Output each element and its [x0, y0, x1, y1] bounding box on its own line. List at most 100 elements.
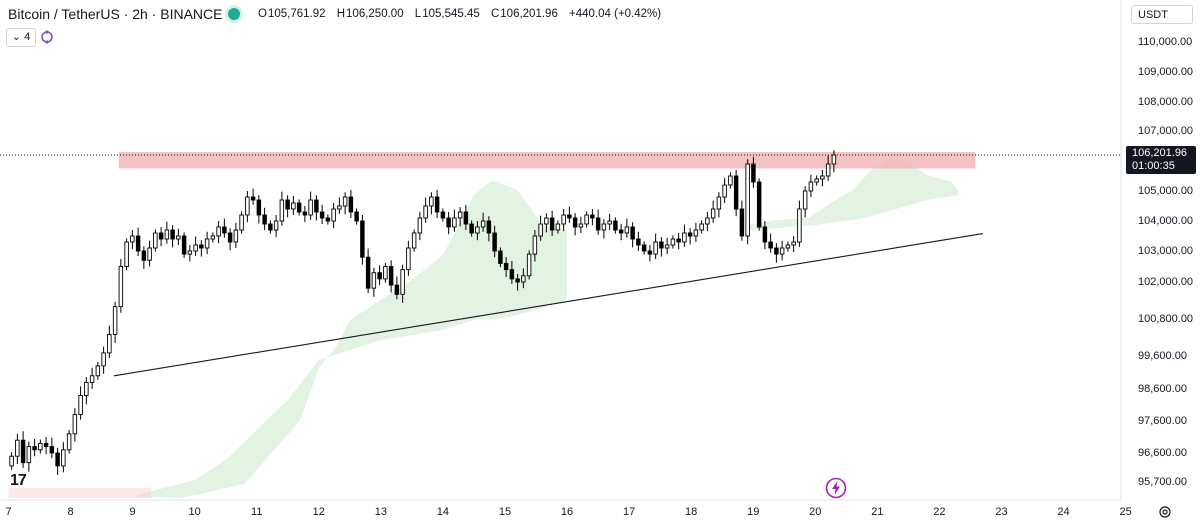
candle-bearish [32, 446, 37, 451]
time-tick-label: 17 [622, 506, 636, 518]
open-value: 105,761.92 [267, 8, 326, 20]
candle-bullish [699, 223, 704, 231]
currency-selector[interactable]: USDT [1131, 5, 1193, 24]
candle-bearish [498, 250, 503, 264]
time-tick-label: 8 [67, 506, 74, 518]
currency-label: USDT [1138, 9, 1168, 21]
time-tick-label: 15 [498, 506, 512, 518]
candle-bullish [532, 235, 538, 255]
candle-bearish [595, 217, 601, 231]
candle-bullish [745, 163, 750, 237]
candle-bullish [66, 433, 72, 451]
candle-bearish [388, 266, 394, 286]
candle-bullish [716, 196, 722, 210]
ichimoku-cloud [8, 158, 959, 498]
candle-bearish [170, 229, 175, 240]
candle-bullish [72, 414, 78, 435]
candle-bullish [153, 232, 158, 249]
candle-bearish [440, 211, 446, 219]
candle-bullish [682, 232, 687, 243]
refresh-icon[interactable] [40, 30, 54, 44]
candle-bullish [670, 238, 676, 246]
candle-bearish [49, 446, 55, 454]
candle-bearish [768, 241, 773, 249]
candle-bearish [348, 196, 354, 213]
candle-bullish [164, 229, 170, 240]
indicators-count: 4 [24, 31, 31, 43]
tradingview-logo: 17 [10, 472, 27, 489]
time-tick-label: 12 [312, 506, 325, 518]
candle-bearish [199, 244, 204, 249]
candle-bearish [630, 226, 635, 240]
low-value: 105,545.45 [422, 8, 480, 20]
candle-bullish [808, 181, 814, 192]
candle-bearish [20, 439, 26, 464]
candle-bearish [325, 217, 331, 222]
candle-bullish [728, 175, 733, 186]
candle-bullish [584, 214, 589, 225]
candle-bearish [268, 223, 273, 231]
ichimoku-bear-cloud [8, 488, 152, 498]
time-tick-label: 23 [995, 506, 1008, 518]
time-scale[interactable]: 7 8 9 10 11 12 13 14 15 16 17 18 19 20 21 22 23 24 25 [0, 500, 1200, 522]
candle-bearish [227, 232, 233, 243]
indicators-toggle-button[interactable]: ⌄ 4 [6, 28, 36, 47]
lightning-bolt-icon[interactable] [825, 477, 847, 499]
price-tick-label: 95,700.00 [1138, 476, 1187, 488]
candle-bullish [124, 241, 129, 267]
chart-header: Bitcoin / TetherUS · 2h · BINANCE O105,7… [0, 0, 1120, 26]
candle-bullish [779, 247, 785, 255]
candle-bearish [434, 196, 440, 213]
candle-bearish [647, 250, 653, 255]
candle-bullish [9, 455, 14, 467]
settings-icon[interactable] [1158, 505, 1172, 519]
chevron-down-icon: ⌄ [11, 31, 22, 43]
candle-bearish [492, 232, 497, 252]
candle-bullish [417, 217, 423, 234]
candle-bullish [147, 247, 152, 261]
candle-bearish [181, 235, 187, 255]
candle-bearish [751, 163, 756, 183]
candle-bullish [291, 202, 296, 210]
last-price-tag: 106,201.96 01:00:35 [1126, 146, 1196, 174]
candle-bullish [544, 217, 549, 225]
candle-bearish [613, 220, 618, 231]
candle-bullish [371, 272, 377, 289]
price-tick-label: 109,000.00 [1138, 66, 1194, 78]
high-label: H [336, 8, 346, 20]
candle-bullish [273, 220, 279, 231]
candle-bearish [319, 211, 325, 219]
candle-bearish [676, 238, 681, 243]
change-value: +440.04 (+0.42%) [569, 8, 662, 20]
ichimoku-bull-cloud [132, 180, 568, 498]
ascending-trendline[interactable] [113, 233, 983, 377]
candlestick-series [9, 150, 837, 475]
candle-bullish [107, 333, 112, 354]
price-tick-label: 103,000.00 [1138, 245, 1194, 257]
candle-bullish [204, 238, 210, 249]
candle-bullish [176, 235, 181, 240]
ohlc-legend: O105,761.92 H106,250.00 L105,545.45 C106… [258, 8, 661, 20]
ichimoku-bull-cloud [747, 158, 959, 230]
candle-bullish [130, 235, 135, 243]
candle-bullish [791, 241, 796, 246]
price-scale[interactable]: 110,000.00 109,000.00 108,000.00 107,000.00… [1122, 0, 1200, 500]
price-tick-label: 97,600.00 [1138, 415, 1187, 427]
price-tick-label: 108,000.00 [1138, 96, 1194, 108]
candle-bearish [360, 220, 365, 258]
candle-bearish [636, 238, 641, 246]
candle-bullish [538, 223, 543, 237]
candle-bullish [705, 217, 710, 225]
price-tick-label: 104,000.00 [1138, 215, 1194, 227]
candle-bullish [526, 253, 532, 277]
candle-bearish [762, 226, 768, 243]
candle-bearish [377, 272, 382, 280]
candle-bullish [78, 394, 83, 416]
candle-bullish [26, 446, 32, 464]
price-tick-label: 98,600.00 [1138, 383, 1187, 395]
resistance-zone[interactable] [118, 152, 976, 169]
candle-bullish [797, 208, 802, 243]
symbol-title[interactable]: Bitcoin / TetherUS · 2h · BINANCE [8, 6, 223, 22]
candle-bullish [400, 269, 405, 295]
